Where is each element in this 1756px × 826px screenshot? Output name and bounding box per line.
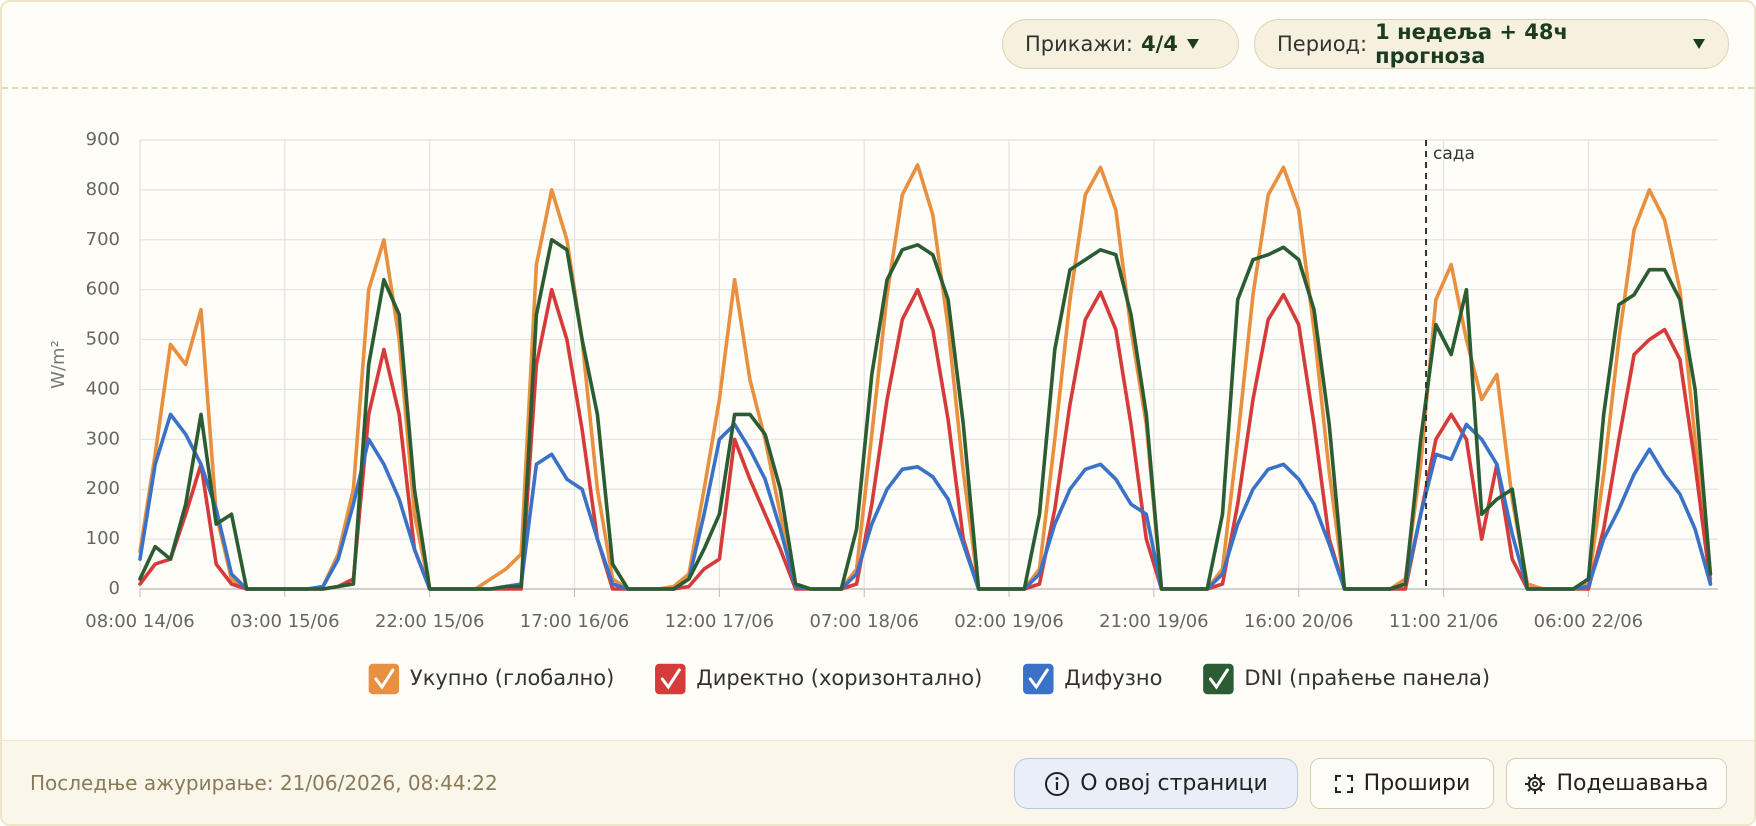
legend-label: Укупно (глобално) (410, 666, 614, 690)
expand-button[interactable]: Прошири (1310, 758, 1494, 809)
legend-item[interactable]: Укупно (глобално) (367, 662, 614, 696)
separator (2, 87, 1754, 89)
x-tick-label: 16:00 20/06 (1244, 611, 1353, 632)
legend-checkbox (367, 662, 401, 696)
x-tick-label: 08:00 14/06 (85, 611, 194, 632)
check-mark (1208, 668, 1229, 690)
x-tick-label: 02:00 19/06 (954, 611, 1063, 632)
y-tick-label: 0 (109, 578, 120, 599)
settings-button[interactable]: Подешавања (1506, 758, 1727, 809)
legend-checkbox (1021, 662, 1056, 696)
check-mark (374, 668, 395, 690)
check-mark (1028, 668, 1049, 690)
expand-icon (1334, 774, 1353, 793)
dropdown-arrow (1186, 39, 1199, 49)
legend-item[interactable]: Директно (хоризонтално) (653, 662, 982, 696)
info-icon (1045, 771, 1070, 796)
y-tick-label: 900 (86, 129, 120, 150)
series-line (138, 163, 1713, 591)
now-label: сада (1433, 144, 1475, 164)
y-tick-label: 500 (86, 329, 120, 350)
dropdown-arrow (1693, 39, 1706, 49)
y-tick-label: 600 (86, 279, 120, 300)
x-tick-label: 22:00 15/06 (375, 611, 484, 632)
series-line (138, 287, 1713, 591)
y-tick-label: 300 (86, 428, 120, 449)
period-value: 1 недеља + 48ч прогноза (1375, 20, 1568, 68)
x-tick-label: 06:00 22/06 (1534, 611, 1643, 632)
x-tick-label: 03:00 15/06 (230, 611, 339, 632)
show-label: Прикажи: (1025, 32, 1133, 56)
legend-checkbox (653, 662, 688, 696)
show-value: 4/4 (1140, 32, 1178, 56)
series-line (138, 238, 1713, 591)
y-tick-label: 100 (86, 528, 120, 549)
period-dropdown[interactable]: Период: 1 недеља + 48ч прогноза (1254, 19, 1729, 69)
x-tick-label: 07:00 18/06 (809, 611, 918, 632)
expand-label: Прошири (1363, 771, 1471, 796)
settings-icon (1525, 773, 1546, 794)
show-dropdown[interactable]: Прикажи: 4/4 (1002, 19, 1239, 69)
y-tick-label: 400 (86, 378, 120, 399)
about-label: О овој страници (1080, 771, 1268, 796)
about-button[interactable]: О овој страници (1014, 758, 1298, 809)
y-tick-label: 800 (86, 179, 120, 200)
legend-label: Директно (хоризонтално) (696, 666, 982, 690)
x-tick-label: 17:00 16/06 (520, 611, 629, 632)
y-axis-label: W/m² (48, 340, 69, 389)
legend-checkbox (1201, 662, 1236, 696)
legend-label: Дифузно (1064, 666, 1162, 690)
settings-label: Подешавања (1556, 771, 1709, 796)
period-label: Период: (1277, 32, 1368, 56)
series-line (138, 412, 1713, 591)
legend-item[interactable]: DNI (праћење панела) (1201, 662, 1490, 696)
x-tick-label: 11:00 21/06 (1389, 611, 1498, 632)
x-tick-label: 12:00 17/06 (665, 611, 774, 632)
last-updated: Последње ажурирање: 21/06/2026, 08:44:22 (30, 771, 498, 795)
x-tick-label: 21:00 19/06 (1099, 611, 1208, 632)
y-tick-label: 200 (86, 478, 120, 499)
legend-item[interactable]: Дифузно (1021, 662, 1162, 696)
chart: 0 100 200 300 400 500 600 700 800 900 08:00 14/06 0… (48, 129, 1718, 696)
check-mark (660, 668, 681, 690)
footer: Последње ажурирање: 21/06/2026, 08:44:22… (2, 740, 1754, 824)
y-tick-label: 700 (86, 229, 120, 250)
legend-label: DNI (праћење панела) (1244, 666, 1490, 690)
